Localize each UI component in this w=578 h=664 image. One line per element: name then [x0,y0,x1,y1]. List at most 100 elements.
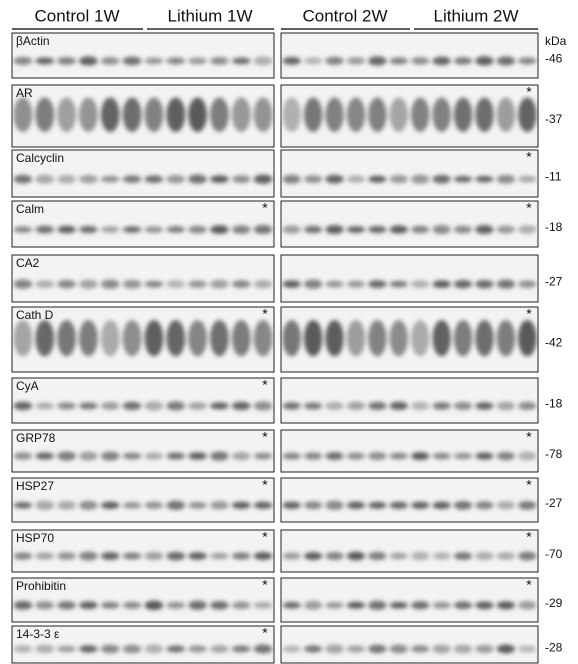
blot-panel [12,255,274,302]
band [325,644,343,653]
band [454,97,472,132]
band [518,501,536,510]
significance-mark: * [262,200,268,216]
band [283,646,301,652]
band [283,320,301,356]
band [283,57,301,65]
band [411,320,429,356]
band [123,175,142,182]
band [347,97,365,132]
band [304,552,322,560]
band [283,175,301,184]
significance-mark: * [526,200,532,216]
band [454,645,472,654]
band [254,602,273,609]
band [347,57,365,64]
significance-mark: * [526,84,532,100]
band [254,56,273,65]
band [14,175,33,184]
band [454,552,472,560]
band [57,501,76,510]
band [475,402,493,410]
band [347,453,365,460]
band [497,402,515,411]
band [210,280,229,289]
band [390,453,408,460]
band [57,601,76,609]
band [518,280,536,288]
band [347,402,365,411]
band [79,56,98,65]
band [14,279,33,288]
band [497,645,515,654]
blot-panel [281,255,538,302]
band [454,453,472,460]
band [432,602,450,609]
band [475,452,493,459]
protein-label: βActin [16,34,50,48]
band [101,502,120,509]
blot-figure: Control 1W Lithium 1W Control 2W Lithium… [0,0,578,664]
kda-label: -42 [545,336,563,350]
band [101,452,120,461]
band [475,645,493,653]
band [411,402,429,410]
band [145,644,164,653]
band [232,601,251,609]
band [79,280,98,289]
band [232,97,251,132]
band [79,501,98,510]
protein-label: 14-3-3 ε [16,627,60,641]
band [347,176,365,183]
band [232,502,251,509]
band [497,552,515,560]
band [411,452,429,460]
blot-panel [281,626,538,663]
band [57,57,76,65]
blot-panel [281,478,538,522]
band [101,645,120,654]
band [57,175,76,184]
kda-label: -46 [545,52,563,66]
band [283,453,301,460]
band [35,280,54,288]
band [35,320,54,356]
kda-label: -27 [545,275,563,289]
band [368,97,386,132]
band [390,57,408,64]
significance-mark: * [526,306,532,322]
band [368,280,386,288]
kda-label: -70 [545,547,563,561]
band [304,175,322,183]
band [232,552,251,559]
band [79,226,98,233]
blot-panel [281,530,538,572]
protein-label: GRP78 [16,431,56,445]
band [35,601,54,609]
band [368,601,386,610]
band [475,501,493,509]
band [475,97,493,132]
band [304,645,322,652]
protein-label: Calcyclin [16,151,64,165]
band [57,646,76,652]
band [432,57,450,66]
kda-label: -27 [545,496,563,510]
band [210,451,229,460]
band [390,645,408,654]
band [35,97,54,132]
band [368,645,386,654]
band [368,56,386,65]
band [166,280,185,288]
significance-mark: * [262,577,268,593]
band [145,452,164,459]
band [14,601,33,610]
band [254,174,273,183]
group-label: Lithium 2W [433,6,518,25]
band [390,320,408,356]
band [57,280,76,289]
band [145,502,164,510]
band [454,280,472,288]
band [101,602,120,609]
band [101,402,120,410]
